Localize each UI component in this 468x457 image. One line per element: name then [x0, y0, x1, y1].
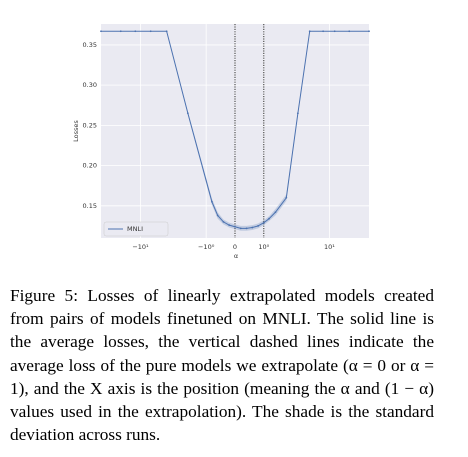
- point: [222, 221, 225, 223]
- x-tick-label: 0: [233, 243, 237, 251]
- point: [308, 30, 311, 33]
- y-axis-label: Losses: [72, 120, 80, 142]
- point: [268, 217, 270, 220]
- point: [368, 30, 370, 33]
- point: [333, 30, 336, 33]
- x-tick-label: −10⁰: [198, 243, 215, 251]
- y-tick-label: 0.30: [83, 81, 97, 89]
- point: [234, 225, 236, 228]
- x-axis-label: α: [234, 252, 238, 260]
- x-tick-label: −10¹: [132, 243, 149, 251]
- chart: Losses α 0.15 0.20 0.25 0.30 0.35 −10¹ −10⁰ 0 10…: [72, 24, 370, 260]
- legend-box: [103, 221, 169, 237]
- y-tick-label: 0.20: [83, 162, 97, 170]
- point: [119, 30, 122, 33]
- x-tick-label: 10¹: [324, 243, 335, 251]
- point: [211, 200, 213, 203]
- point: [274, 211, 277, 214]
- y-tick-label: 0.35: [83, 41, 97, 49]
- figure-caption: Figure 5: Losses of linearly extrapolate…: [10, 286, 434, 445]
- point: [348, 30, 351, 33]
- point: [239, 227, 242, 230]
- point: [296, 112, 299, 115]
- point: [257, 225, 259, 227]
- point: [262, 221, 265, 224]
- point: [245, 227, 248, 230]
- x-tick-label: 10⁰: [258, 243, 269, 251]
- point: [216, 214, 219, 217]
- point: [165, 30, 168, 33]
- y-tick-label: 0.15: [83, 202, 97, 210]
- point: [322, 30, 325, 33]
- point: [149, 30, 152, 33]
- point: [186, 112, 189, 115]
- point: [251, 226, 254, 229]
- point: [134, 30, 137, 33]
- y-tick-label: 0.25: [83, 121, 97, 129]
- point: [228, 224, 231, 227]
- point: [100, 30, 102, 33]
- point: [285, 196, 288, 199]
- legend-label: MNLI: [127, 225, 143, 233]
